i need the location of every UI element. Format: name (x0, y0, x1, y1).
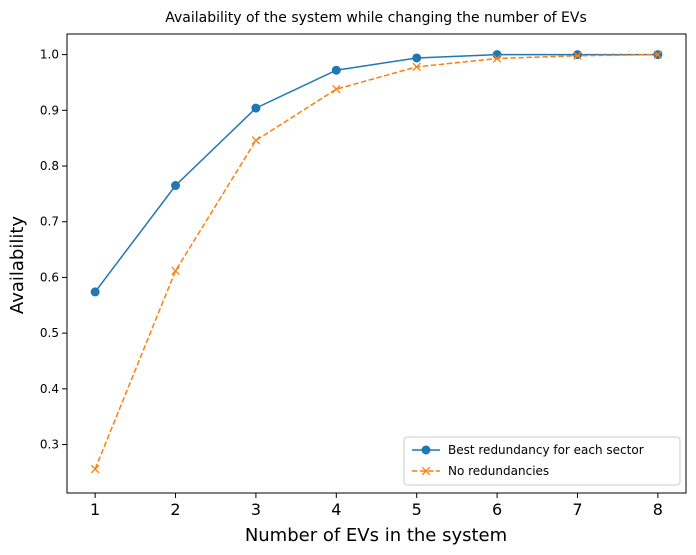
series-line (94, 53, 658, 470)
x-tick-label: 1 (90, 500, 100, 519)
data-point (90, 464, 100, 474)
chart-title: Availability of the system while changin… (165, 10, 587, 26)
data-point (412, 53, 422, 63)
data-point (572, 50, 582, 60)
data-point (412, 62, 421, 72)
y-tick-label: 0.8 (40, 159, 59, 173)
y-tick-label: 0.9 (40, 103, 59, 117)
data-point (332, 84, 341, 94)
x-tick-label: 7 (572, 500, 582, 519)
legend-label: Best redundancy for each sector (448, 443, 644, 457)
x-tick-label: 4 (331, 500, 341, 519)
plot-frame (66, 33, 687, 494)
legend-swatch-marker (421, 466, 431, 476)
x-tick-label: 3 (251, 500, 261, 519)
legend-label: No redundancies (448, 464, 549, 478)
y-axis-label: Availability (7, 216, 28, 314)
y-tick-label: 1.0 (40, 48, 59, 62)
y-tick-label: 0.6 (40, 270, 59, 284)
x-axis-label: Number of EVs in the system (245, 525, 507, 546)
x-tick-label: 2 (170, 500, 180, 519)
data-point (492, 50, 502, 60)
data-point (653, 50, 663, 59)
x-tick-label: 6 (492, 500, 502, 519)
legend-swatch-marker (421, 445, 431, 455)
series-1 (90, 50, 663, 297)
series-2 (90, 50, 663, 474)
y-tick-label: 0.3 (40, 438, 59, 452)
x-tick-label: 8 (653, 500, 663, 519)
data-point (90, 287, 100, 297)
plot-area: 1 2 3 4 5 6 7 8 0.3 0.4 0.5 0.6 0.7 0.8 0.9 1.0 (40, 33, 687, 519)
data-point (251, 103, 261, 113)
data-point (331, 65, 341, 75)
legend: Best redundancy for each sector No redund… (403, 436, 681, 486)
series-line (94, 53, 658, 293)
data-point (171, 181, 181, 191)
data-point (492, 54, 502, 63)
data-point (171, 266, 180, 276)
x-tick-label: 5 (412, 500, 422, 519)
y-tick-label: 0.7 (40, 215, 59, 229)
legend-box (403, 436, 681, 486)
data-point (251, 136, 261, 145)
y-tick-label: 0.5 (40, 326, 59, 340)
y-tick-label: 0.4 (40, 382, 59, 396)
data-point (573, 51, 582, 60)
